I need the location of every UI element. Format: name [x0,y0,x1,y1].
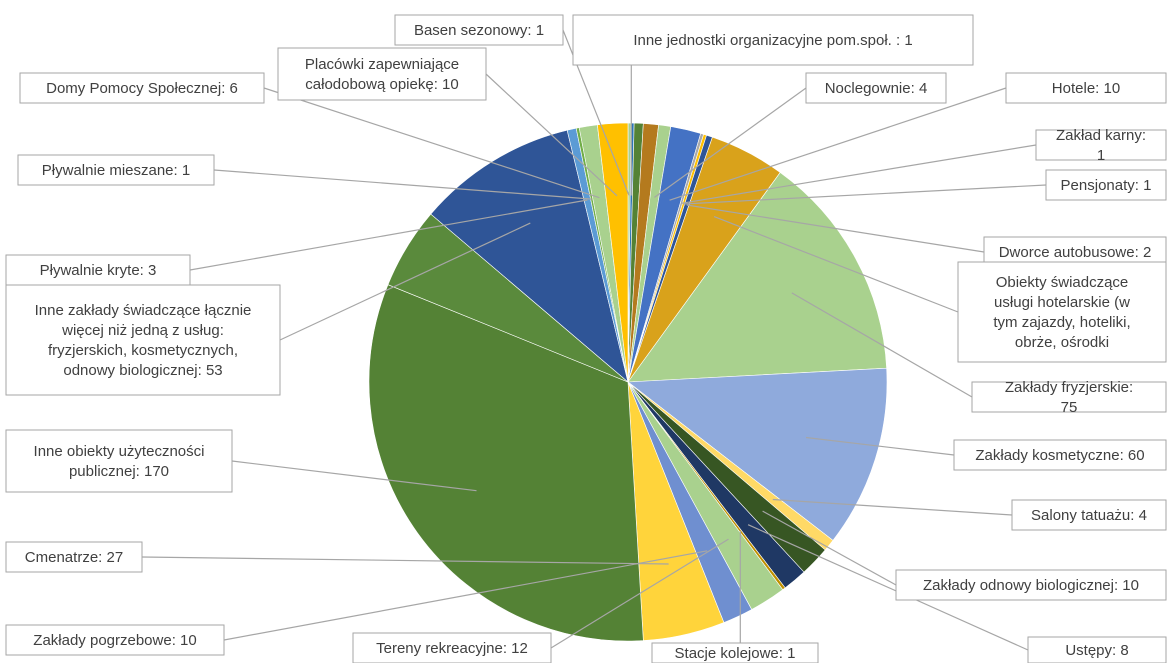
data-label: Stacje kolejowe: 1 [675,645,796,662]
leader-line [762,510,897,586]
data-label-box [5,429,233,493]
data-label-box [5,624,225,656]
data-label: Ustępy: 8 [1065,642,1128,659]
data-label: Tereny rekreacyjne: 12 [376,640,528,657]
data-label: Cmenatrze: 27 [25,549,123,566]
pie-slice [627,367,888,541]
data-label: Basen sezonowy: 1 [414,22,544,39]
data-label: Zakłady fryzjerskie: 75 [1005,379,1133,416]
data-label: Obiekty świadczące usługi hotelarskie (w t… [993,274,1130,351]
data-label-box [957,261,1167,363]
data-label: Hotele: 10 [1052,80,1120,97]
data-label: Dworce autobusowe: 2 [999,244,1152,261]
leader-line [669,87,1007,201]
data-label: Placówki zapewniające całodobową opiekę: … [305,56,459,93]
data-label-box [572,14,974,66]
data-label: Pensjonaty: 1 [1061,177,1152,194]
pie-slice [430,129,629,383]
data-label-box [805,72,947,104]
leader-line [686,204,985,253]
pie-slice [597,122,629,383]
data-label-box [1045,169,1167,201]
data-label-box [5,254,191,286]
leader-line [772,498,1013,516]
data-label-box [19,72,265,104]
data-label: Zakłady pogrzebowe: 10 [33,632,196,649]
leader-line [747,524,1029,651]
data-label: Pływalnie mieszane: 1 [42,162,190,179]
data-label-box [1027,636,1167,663]
data-label-box [352,632,552,663]
data-label: Salony tatuażu: 4 [1031,507,1147,524]
leader-line [550,538,729,649]
leader-line [713,216,959,313]
data-label: Inne jednostki organizacyjne pom.społ. :… [633,32,912,49]
data-label-box [1005,72,1167,104]
data-labels: Basen sezonowy: 1 Inne jednostki organiza… [5,14,1167,663]
data-label-box [277,47,487,101]
leader-line [213,169,592,200]
leader-line [683,184,1047,205]
pie-slice [368,284,644,642]
leader-line [231,460,477,492]
data-label-box [1011,499,1167,531]
leader-line [485,73,618,197]
leader-line [805,436,955,456]
data-label: Zakłady odnowy biologicznej: 10 [923,577,1139,594]
data-label-box [5,541,143,573]
leader-line [189,199,588,271]
leader-line [681,144,1037,204]
data-label: Domy Pomocy Społecznej: 6 [46,80,238,97]
leader-line [141,556,669,565]
data-label-box [17,154,215,186]
data-label: Noclegownie: 4 [825,80,928,97]
leader-line [223,550,708,641]
leader-line [654,87,807,198]
data-label-box [394,14,564,46]
data-label-box [971,381,1167,413]
leader-lines [141,15,1047,663]
data-label: Pływalnie kryte: 3 [40,262,157,279]
data-label: Inne obiekty użyteczności publicznej: 170 [34,443,205,480]
data-label-box [895,569,1167,601]
leader-line [263,87,600,199]
data-label-box [651,642,819,663]
data-label-box [1035,129,1167,161]
data-label: Inne zakłady świadczące łącznie więcej ni… [35,302,252,379]
data-label: Zakład karny: 1 [1056,127,1146,164]
data-label: Zakłady kosmetyczne: 60 [975,447,1144,464]
leader-line [791,292,973,398]
leader-line [279,222,531,341]
data-label-box [953,439,1167,471]
